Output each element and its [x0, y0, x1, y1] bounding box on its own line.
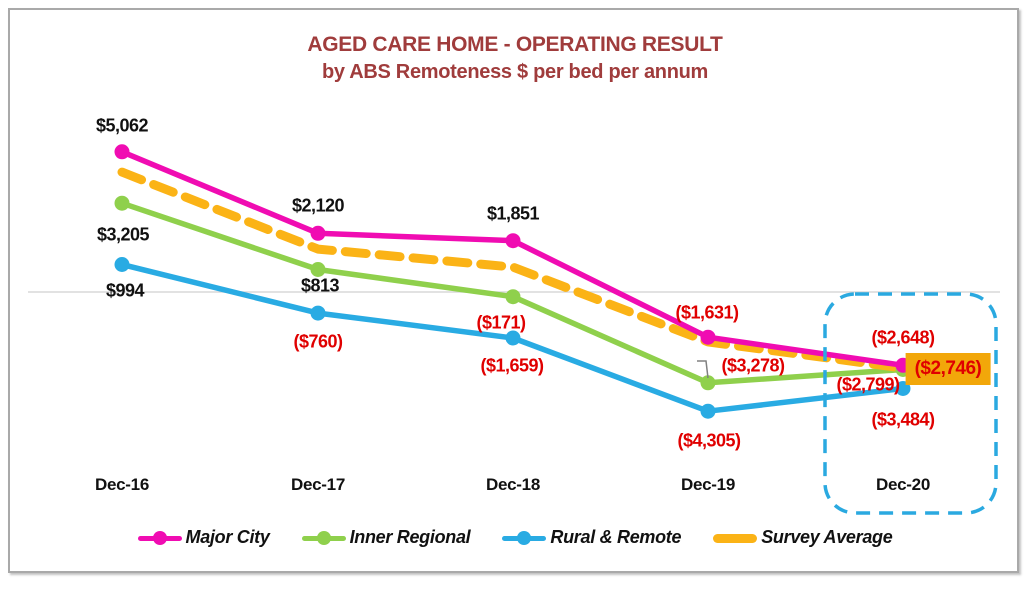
- legend-item-major-city: Major City: [137, 527, 270, 548]
- chart-header: AGED CARE HOME - OPERATING RESULT by ABS…: [0, 33, 1030, 84]
- legend-item-survey-average: Survey Average: [713, 527, 893, 548]
- label-rural-remote-dec-16: $994: [105, 280, 145, 301]
- label-major-city-dec-18: $1,851: [486, 203, 540, 224]
- label-major-city-dec-17: $2,120: [291, 195, 345, 216]
- label-leader-line: [697, 360, 709, 379]
- highlighted-value-text: ($2,746): [914, 358, 982, 379]
- x-axis-label-dec-19: Dec-19: [681, 475, 735, 494]
- label-inner-regional-dec-18: ($171): [476, 312, 526, 333]
- label-major-city-dec-16: $5,062: [95, 115, 149, 136]
- major-city-line-marker-icon: [137, 530, 182, 546]
- series-marker-inner-regional: [700, 375, 716, 391]
- label-inner-regional-dec-19: ($3,278): [721, 355, 785, 376]
- label-rural-remote-dec-20: ($3,484): [871, 409, 935, 430]
- rural-remote-line-marker-icon: [502, 530, 547, 546]
- legend-item-inner-regional: Inner Regional: [301, 527, 471, 548]
- legend-label: Rural & Remote: [550, 527, 682, 547]
- label-rural-remote-dec-19: ($4,305): [677, 430, 741, 451]
- series-marker-major-city: [114, 144, 130, 160]
- label-rural-remote-dec-17: ($760): [293, 331, 343, 352]
- series-marker-major-city: [310, 225, 326, 241]
- label-inner-regional-dec-20: ($2,799): [836, 374, 900, 395]
- x-axis-label-dec-18: Dec-18: [486, 475, 540, 494]
- series-marker-inner-regional: [505, 289, 521, 305]
- series-layer: [114, 144, 911, 419]
- series-marker-rural-remote: [700, 403, 716, 419]
- legend: Major City Inner Regional Rural & Remote…: [0, 527, 1030, 548]
- label-inner-regional-dec-17: $813: [300, 275, 340, 296]
- series-marker-major-city: [505, 233, 521, 249]
- series-marker-major-city: [700, 329, 716, 345]
- x-axis-label-dec-16: Dec-16: [95, 475, 149, 494]
- series-marker-rural-remote: [310, 305, 326, 321]
- series-marker-rural-remote: [114, 257, 130, 272]
- x-axis-label-dec-17: Dec-17: [291, 475, 345, 494]
- chart-title: AGED CARE HOME - OPERATING RESULT: [307, 33, 723, 56]
- chart-subtitle: by ABS Remoteness $ per bed per annum: [321, 61, 709, 83]
- label-rural-remote-dec-18: ($1,659): [480, 355, 544, 376]
- label-major-city-dec-20: ($2,648): [871, 327, 935, 348]
- survey-average-line-icon: [713, 530, 758, 546]
- series-line-rural-remote: [119, 261, 906, 414]
- legend-label: Major City: [185, 527, 270, 547]
- x-axis-label-dec-20: Dec-20: [876, 475, 930, 494]
- highlighted-value-survey-average-dec-20: ($2,746): [905, 353, 991, 385]
- label-inner-regional-dec-16: $3,205: [96, 224, 150, 245]
- label-major-city-dec-19: ($1,631): [675, 302, 739, 323]
- inner-regional-line-marker-icon: [301, 530, 346, 546]
- legend-label: Inner Regional: [349, 527, 471, 547]
- series-line-survey-average: [117, 167, 908, 373]
- legend-item-rural-remote: Rural & Remote: [502, 527, 682, 548]
- legend-label: Survey Average: [761, 527, 893, 547]
- series-marker-inner-regional: [114, 195, 130, 211]
